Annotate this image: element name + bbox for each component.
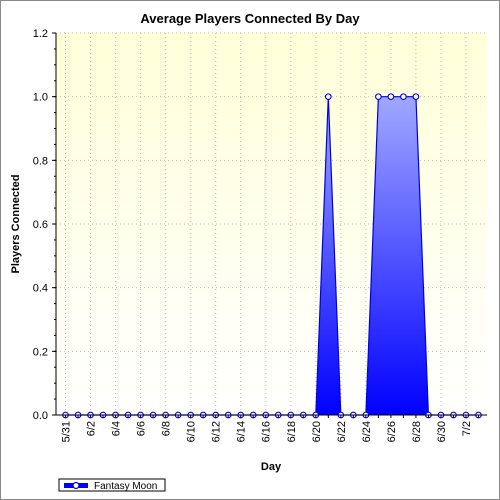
y-tick-label: 0.6 bbox=[33, 219, 48, 231]
x-tick-label: 6/22 bbox=[336, 421, 348, 442]
x-tick-label: 6/14 bbox=[236, 421, 248, 442]
data-point bbox=[400, 93, 407, 101]
x-tick-label: 5/31 bbox=[61, 421, 73, 442]
x-tick-label: 6/24 bbox=[361, 421, 373, 442]
y-axis-ticks: 0.0 0.2 0.4 0.6 0.8 1.0 1.2 bbox=[33, 28, 56, 422]
data-point bbox=[412, 93, 420, 101]
y-tick-label: 0.0 bbox=[33, 410, 48, 422]
x-tick-label: 6/26 bbox=[386, 421, 398, 442]
y-tick-label: 0.8 bbox=[33, 155, 48, 167]
y-tick-label: 0.4 bbox=[33, 283, 48, 295]
data-point bbox=[324, 93, 332, 101]
x-tick-label: 6/6 bbox=[136, 421, 148, 436]
legend-label: Fantasy Moon bbox=[94, 481, 157, 492]
x-axis-label: Day bbox=[261, 461, 282, 473]
x-tick-label: 6/10 bbox=[186, 421, 198, 442]
y-tick-label: 0.2 bbox=[33, 346, 48, 358]
y-tick-label: 1.0 bbox=[33, 92, 48, 104]
x-tick-label: 7/2 bbox=[461, 421, 473, 436]
legend-marker-icon bbox=[72, 481, 80, 490]
data-point bbox=[387, 93, 395, 101]
y-tick-label: 1.2 bbox=[33, 28, 48, 40]
data-point bbox=[375, 93, 382, 101]
x-tick-label: 6/2 bbox=[86, 421, 98, 436]
x-tick-label: 6/4 bbox=[111, 421, 123, 436]
x-tick-label: 6/18 bbox=[286, 421, 298, 442]
x-tick-label: 6/30 bbox=[436, 421, 448, 442]
x-tick-label: 6/8 bbox=[161, 421, 173, 436]
x-tick-label: 6/20 bbox=[311, 421, 323, 442]
x-tick-label: 6/12 bbox=[211, 421, 223, 442]
x-tick-label: 6/28 bbox=[411, 421, 423, 442]
legend: Fantasy Moon bbox=[58, 478, 166, 492]
x-tick-label: 6/16 bbox=[261, 421, 273, 442]
chart-title: Average Players Connected By Day bbox=[140, 11, 360, 26]
x-axis-ticks: 5/31 6/2 6/4 6/6 6/8 6/10 6/12 6/14 6/16 6/18 6/20… bbox=[61, 415, 479, 442]
y-axis-label: Players Connected bbox=[10, 174, 22, 273]
